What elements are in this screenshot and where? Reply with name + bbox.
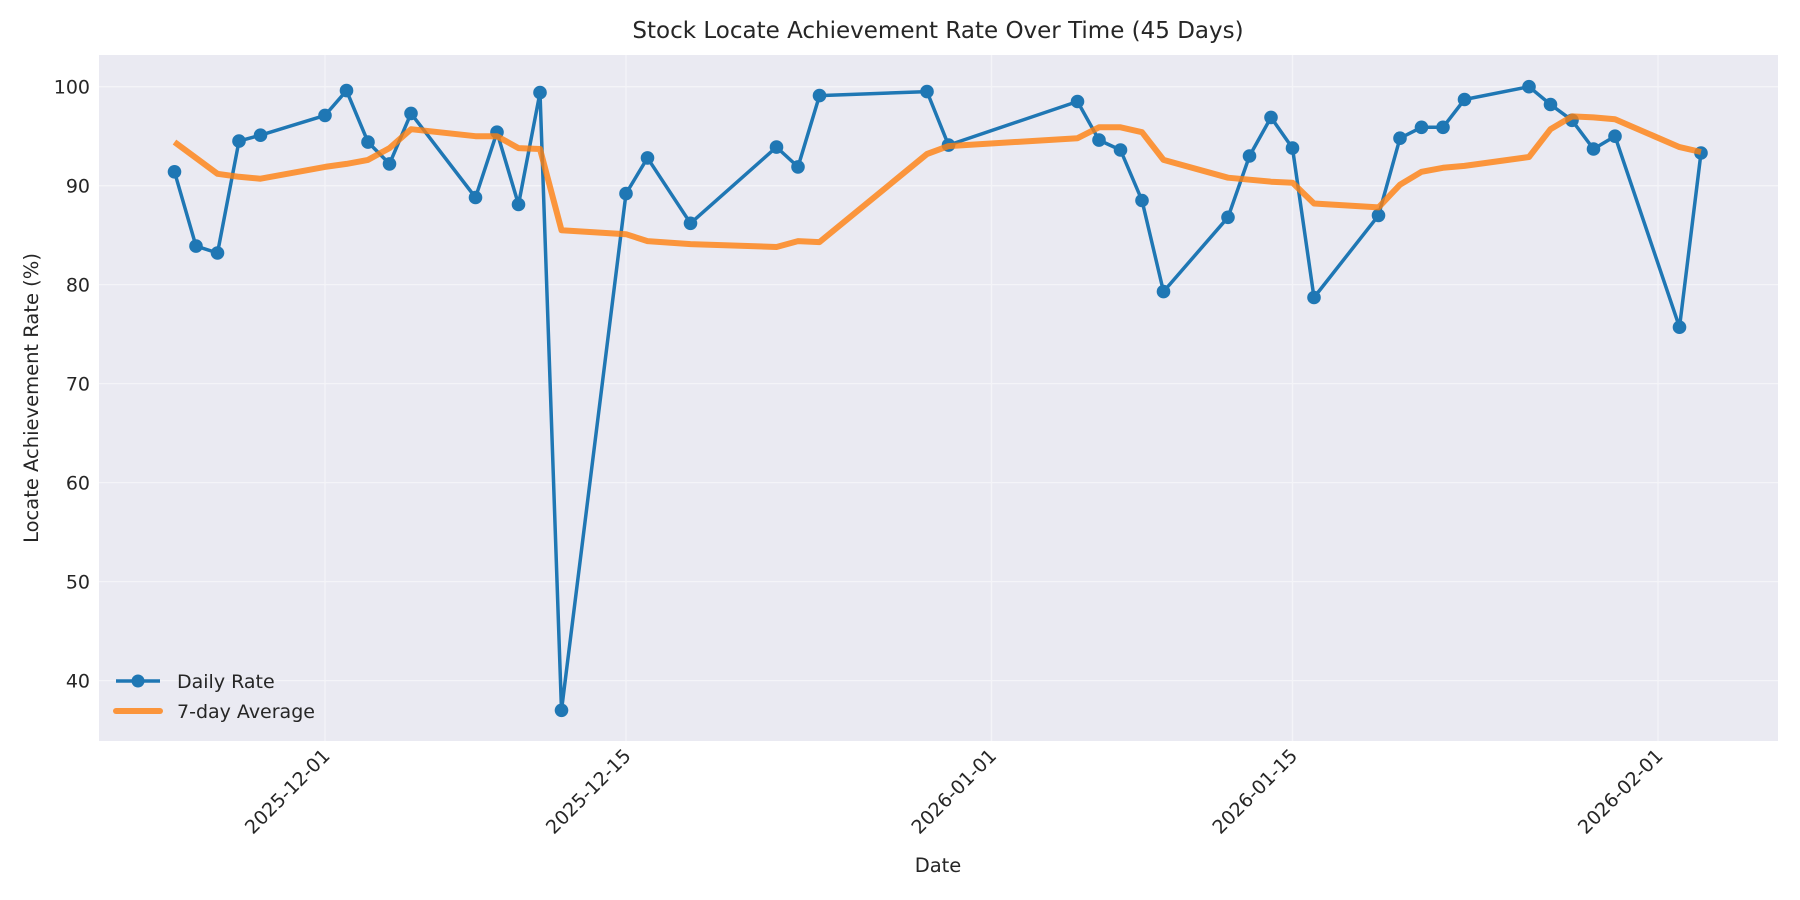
data-point-marker: [339, 83, 354, 98]
y-tick-label: 90: [66, 176, 90, 198]
y-tick-label: 100: [54, 77, 90, 99]
y-tick-label: 70: [66, 374, 90, 396]
data-point-marker: [1113, 143, 1128, 157]
data-point-marker: [1522, 79, 1536, 94]
data-point-marker: [382, 157, 397, 171]
data-point-marker: [1608, 129, 1622, 143]
data-point-marker: [1156, 284, 1171, 299]
data-point-marker: [1264, 110, 1278, 125]
plot-area: [99, 55, 1778, 741]
legend-label-daily-rate: Daily Rate: [177, 671, 275, 693]
legend: Daily Rate 7-day Average: [113, 671, 315, 723]
data-point-marker: [1457, 92, 1472, 107]
chart-title: Stock Locate Achievement Rate Over Time …: [632, 18, 1244, 44]
data-point-marker: [468, 190, 483, 205]
data-point-marker: [361, 135, 375, 149]
data-point-marker: [318, 108, 332, 123]
x-tick-label: 2025-12-15: [542, 745, 636, 839]
data-point-marker: [167, 165, 182, 179]
data-point-marker: [1092, 133, 1106, 147]
data-point-marker: [683, 216, 698, 231]
data-point-marker: [1070, 94, 1085, 109]
x-axis-label: Date: [915, 854, 962, 877]
data-point-marker: [920, 84, 934, 99]
data-point-marker: [1543, 97, 1558, 112]
data-point-marker: [1307, 290, 1321, 305]
data-point-marker: [554, 703, 569, 718]
y-axis-label: Locate Achievement Rate (%): [20, 253, 43, 543]
series-7-day-average: [172, 113, 1702, 250]
data-point-marker: [1436, 120, 1450, 135]
data-point-marker: [189, 239, 203, 253]
legend-daily-marker-icon: [131, 674, 145, 688]
data-point-marker: [1586, 142, 1601, 156]
data-point-marker: [232, 134, 246, 148]
data-point-marker: [1672, 320, 1687, 335]
x-axis-ticks: 2025-12-01 2025-12-15 2026-01-01 2026-01-15…: [241, 745, 1668, 839]
legend-item-daily-rate: Daily Rate: [116, 671, 275, 693]
data-point-marker: [812, 88, 827, 103]
x-tick-label: 2026-01-15: [1208, 745, 1302, 839]
data-point-marker: [1285, 141, 1300, 155]
x-tick-label: 2026-01-01: [907, 745, 1001, 839]
y-tick-label: 40: [66, 671, 90, 693]
grid-lines: [99, 55, 1778, 741]
y-axis-ticks: 40 50 60 70 80 90 100: [54, 77, 90, 693]
average-line: [172, 113, 1702, 250]
data-point-marker: [619, 186, 633, 201]
y-tick-label: 50: [66, 572, 90, 594]
data-point-marker: [1221, 210, 1235, 225]
y-tick-label: 60: [66, 473, 90, 495]
data-point-marker: [1242, 149, 1257, 163]
data-point-marker: [769, 140, 784, 154]
data-point-marker: [404, 106, 418, 121]
data-point-marker: [511, 197, 526, 212]
data-point-marker: [1393, 131, 1407, 145]
x-tick-label: 2026-02-01: [1574, 745, 1668, 839]
data-point-marker: [210, 246, 225, 260]
y-tick-label: 80: [66, 275, 90, 297]
legend-label-7-day-average: 7-day Average: [177, 701, 315, 723]
data-point-marker: [1135, 193, 1149, 208]
data-point-marker: [791, 160, 805, 174]
data-point-marker: [640, 151, 655, 165]
legend-item-7-day-average: 7-day Average: [113, 701, 315, 723]
x-tick-label: 2025-12-01: [241, 745, 335, 839]
data-point-marker: [253, 128, 268, 142]
data-point-marker: [1414, 120, 1429, 135]
data-point-marker: [533, 85, 547, 100]
data-point-marker: [1371, 208, 1386, 223]
